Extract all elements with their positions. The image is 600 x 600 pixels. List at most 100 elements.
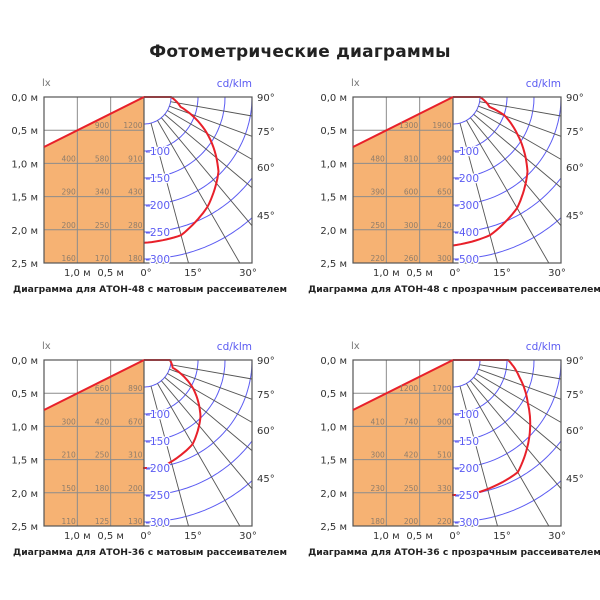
- unit-lx-label: lx: [351, 341, 360, 352]
- angle-tick-label: 45°: [257, 474, 275, 485]
- y-tick-label: 0,0 м: [320, 93, 347, 104]
- unit-lx-label: lx: [42, 78, 51, 89]
- illuminance-value: 660: [95, 384, 110, 393]
- unit-cd-klm-label: cd/klm: [217, 341, 252, 353]
- illuminance-value: 200: [62, 221, 77, 230]
- angle-line: [167, 110, 253, 160]
- y-tick-label: 2,0 м: [11, 489, 38, 500]
- illuminance-value: 400: [62, 154, 77, 163]
- y-tick-label: 0,0 м: [11, 356, 38, 367]
- ring-label: 250: [459, 490, 479, 502]
- x-tick-label: 1,0 м: [64, 268, 91, 279]
- ring-label: 150: [459, 436, 479, 448]
- y-tick-label: 2,5 м: [320, 522, 347, 533]
- ring-label: 100: [150, 409, 170, 421]
- x-tick-label: 1,0 м: [64, 531, 91, 542]
- illuminance-value: 180: [371, 517, 386, 526]
- angle-tick-label: 60°: [566, 426, 584, 437]
- illuminance-value: 280: [128, 221, 143, 230]
- angle-line: [479, 364, 562, 380]
- x-tick-label: 0,5 м: [97, 268, 124, 279]
- illuminance-value: 420: [95, 417, 110, 426]
- intensity-ring: [453, 177, 562, 233]
- ring-label: 300: [150, 254, 170, 266]
- angle-tick-label: 75°: [566, 390, 584, 401]
- illuminance-value: 420: [404, 451, 419, 460]
- illuminance-value: 200: [128, 484, 143, 493]
- illuminance-value: 220: [437, 517, 452, 526]
- ring-label: 100: [150, 146, 170, 158]
- angle-tick-label: 0°: [140, 531, 151, 542]
- ring-label: 250: [150, 490, 170, 502]
- angle-line: [470, 117, 562, 226]
- illuminance-value: 900: [95, 121, 110, 130]
- y-tick-label: 0,5 м: [320, 389, 347, 400]
- ring-label: 100: [459, 409, 479, 421]
- unit-cd-klm-label: cd/klm: [217, 78, 252, 90]
- y-tick-label: 2,5 м: [11, 522, 38, 533]
- x-tick-label: 1,0 м: [373, 268, 400, 279]
- angle-line: [170, 364, 253, 380]
- y-tick-label: 2,5 м: [11, 259, 38, 270]
- illuminance-value: 300: [404, 221, 419, 230]
- angle-tick-label: 90°: [257, 356, 275, 367]
- luminous-intensity-curve: [452, 96, 529, 247]
- angle-line: [150, 385, 189, 527]
- inner-ring: [144, 360, 172, 388]
- illuminance-value: 1300: [399, 121, 418, 130]
- ring-label: 250: [150, 227, 170, 239]
- illuminance-value: 125: [95, 517, 110, 526]
- angle-tick-label: 90°: [257, 93, 275, 104]
- ring-label: 400: [459, 227, 479, 239]
- illuminance-value: 1900: [432, 121, 451, 130]
- illuminance-value: 890: [128, 384, 143, 393]
- illuminance-area: [353, 97, 453, 263]
- diagram-panel-aton36-matte: 660 890 300 420 670 210 250 310 150 180 200 110 125 1…: [0, 338, 300, 600]
- luminous-intensity-curve: [453, 359, 532, 494]
- angle-tick-label: 30°: [548, 268, 566, 279]
- illuminance-value: 330: [437, 484, 452, 493]
- angle-line: [167, 373, 253, 423]
- intensity-ring: [144, 177, 253, 233]
- angle-line: [478, 368, 562, 400]
- photometric-chart: 900 1200 400 580 910 290 340 430 200 250 280 160 170…: [11, 78, 287, 295]
- angle-tick-label: 90°: [566, 356, 584, 367]
- illuminance-value: 250: [371, 221, 386, 230]
- ring-label: 100: [459, 146, 479, 158]
- angle-line: [459, 385, 498, 527]
- y-tick-label: 1,0 м: [320, 422, 347, 433]
- angle-tick-label: 30°: [239, 531, 257, 542]
- unit-cd-klm-label: cd/klm: [526, 78, 561, 90]
- illuminance-value: 210: [62, 451, 77, 460]
- ring-label: 200: [150, 463, 170, 475]
- angle-tick-label: 15°: [184, 268, 202, 279]
- diagram-caption: Диаграмма для АТОН-36 с матовым рассеива…: [13, 547, 287, 558]
- angle-line: [459, 122, 498, 264]
- chart-frame: [43, 359, 253, 527]
- angle-line: [157, 383, 241, 527]
- illuminance-value: 340: [95, 188, 110, 197]
- illuminance-value: 580: [95, 154, 110, 163]
- illuminance-value: 1200: [399, 384, 418, 393]
- photometric-chart: 660 890 300 420 670 210 250 310 150 180 200 110 125 1…: [11, 341, 287, 558]
- polar-grid: [452, 359, 562, 527]
- y-tick-label: 0,0 м: [320, 356, 347, 367]
- illuminance-value: 110: [62, 517, 77, 526]
- illuminance-value: 740: [404, 417, 419, 426]
- beam-edge-line: [352, 96, 454, 148]
- y-tick-label: 1,0 м: [11, 159, 38, 170]
- angle-line: [164, 377, 253, 451]
- page-title: Фотометрические диаграммы: [149, 42, 451, 62]
- illuminance-value: 810: [404, 154, 419, 163]
- diagram-caption: Диаграмма для АТОН-36 с прозрачным рассе…: [308, 547, 600, 558]
- angle-line: [161, 380, 253, 489]
- angle-line: [161, 117, 253, 226]
- angle-line: [466, 120, 550, 264]
- angle-line: [473, 114, 562, 188]
- illuminance-value: 150: [62, 484, 77, 493]
- ring-label: 300: [459, 517, 479, 529]
- illuminance-value: 650: [437, 188, 452, 197]
- y-tick-label: 1,5 м: [320, 456, 347, 467]
- ring-label: 300: [150, 517, 170, 529]
- illuminance-value: 160: [62, 254, 77, 263]
